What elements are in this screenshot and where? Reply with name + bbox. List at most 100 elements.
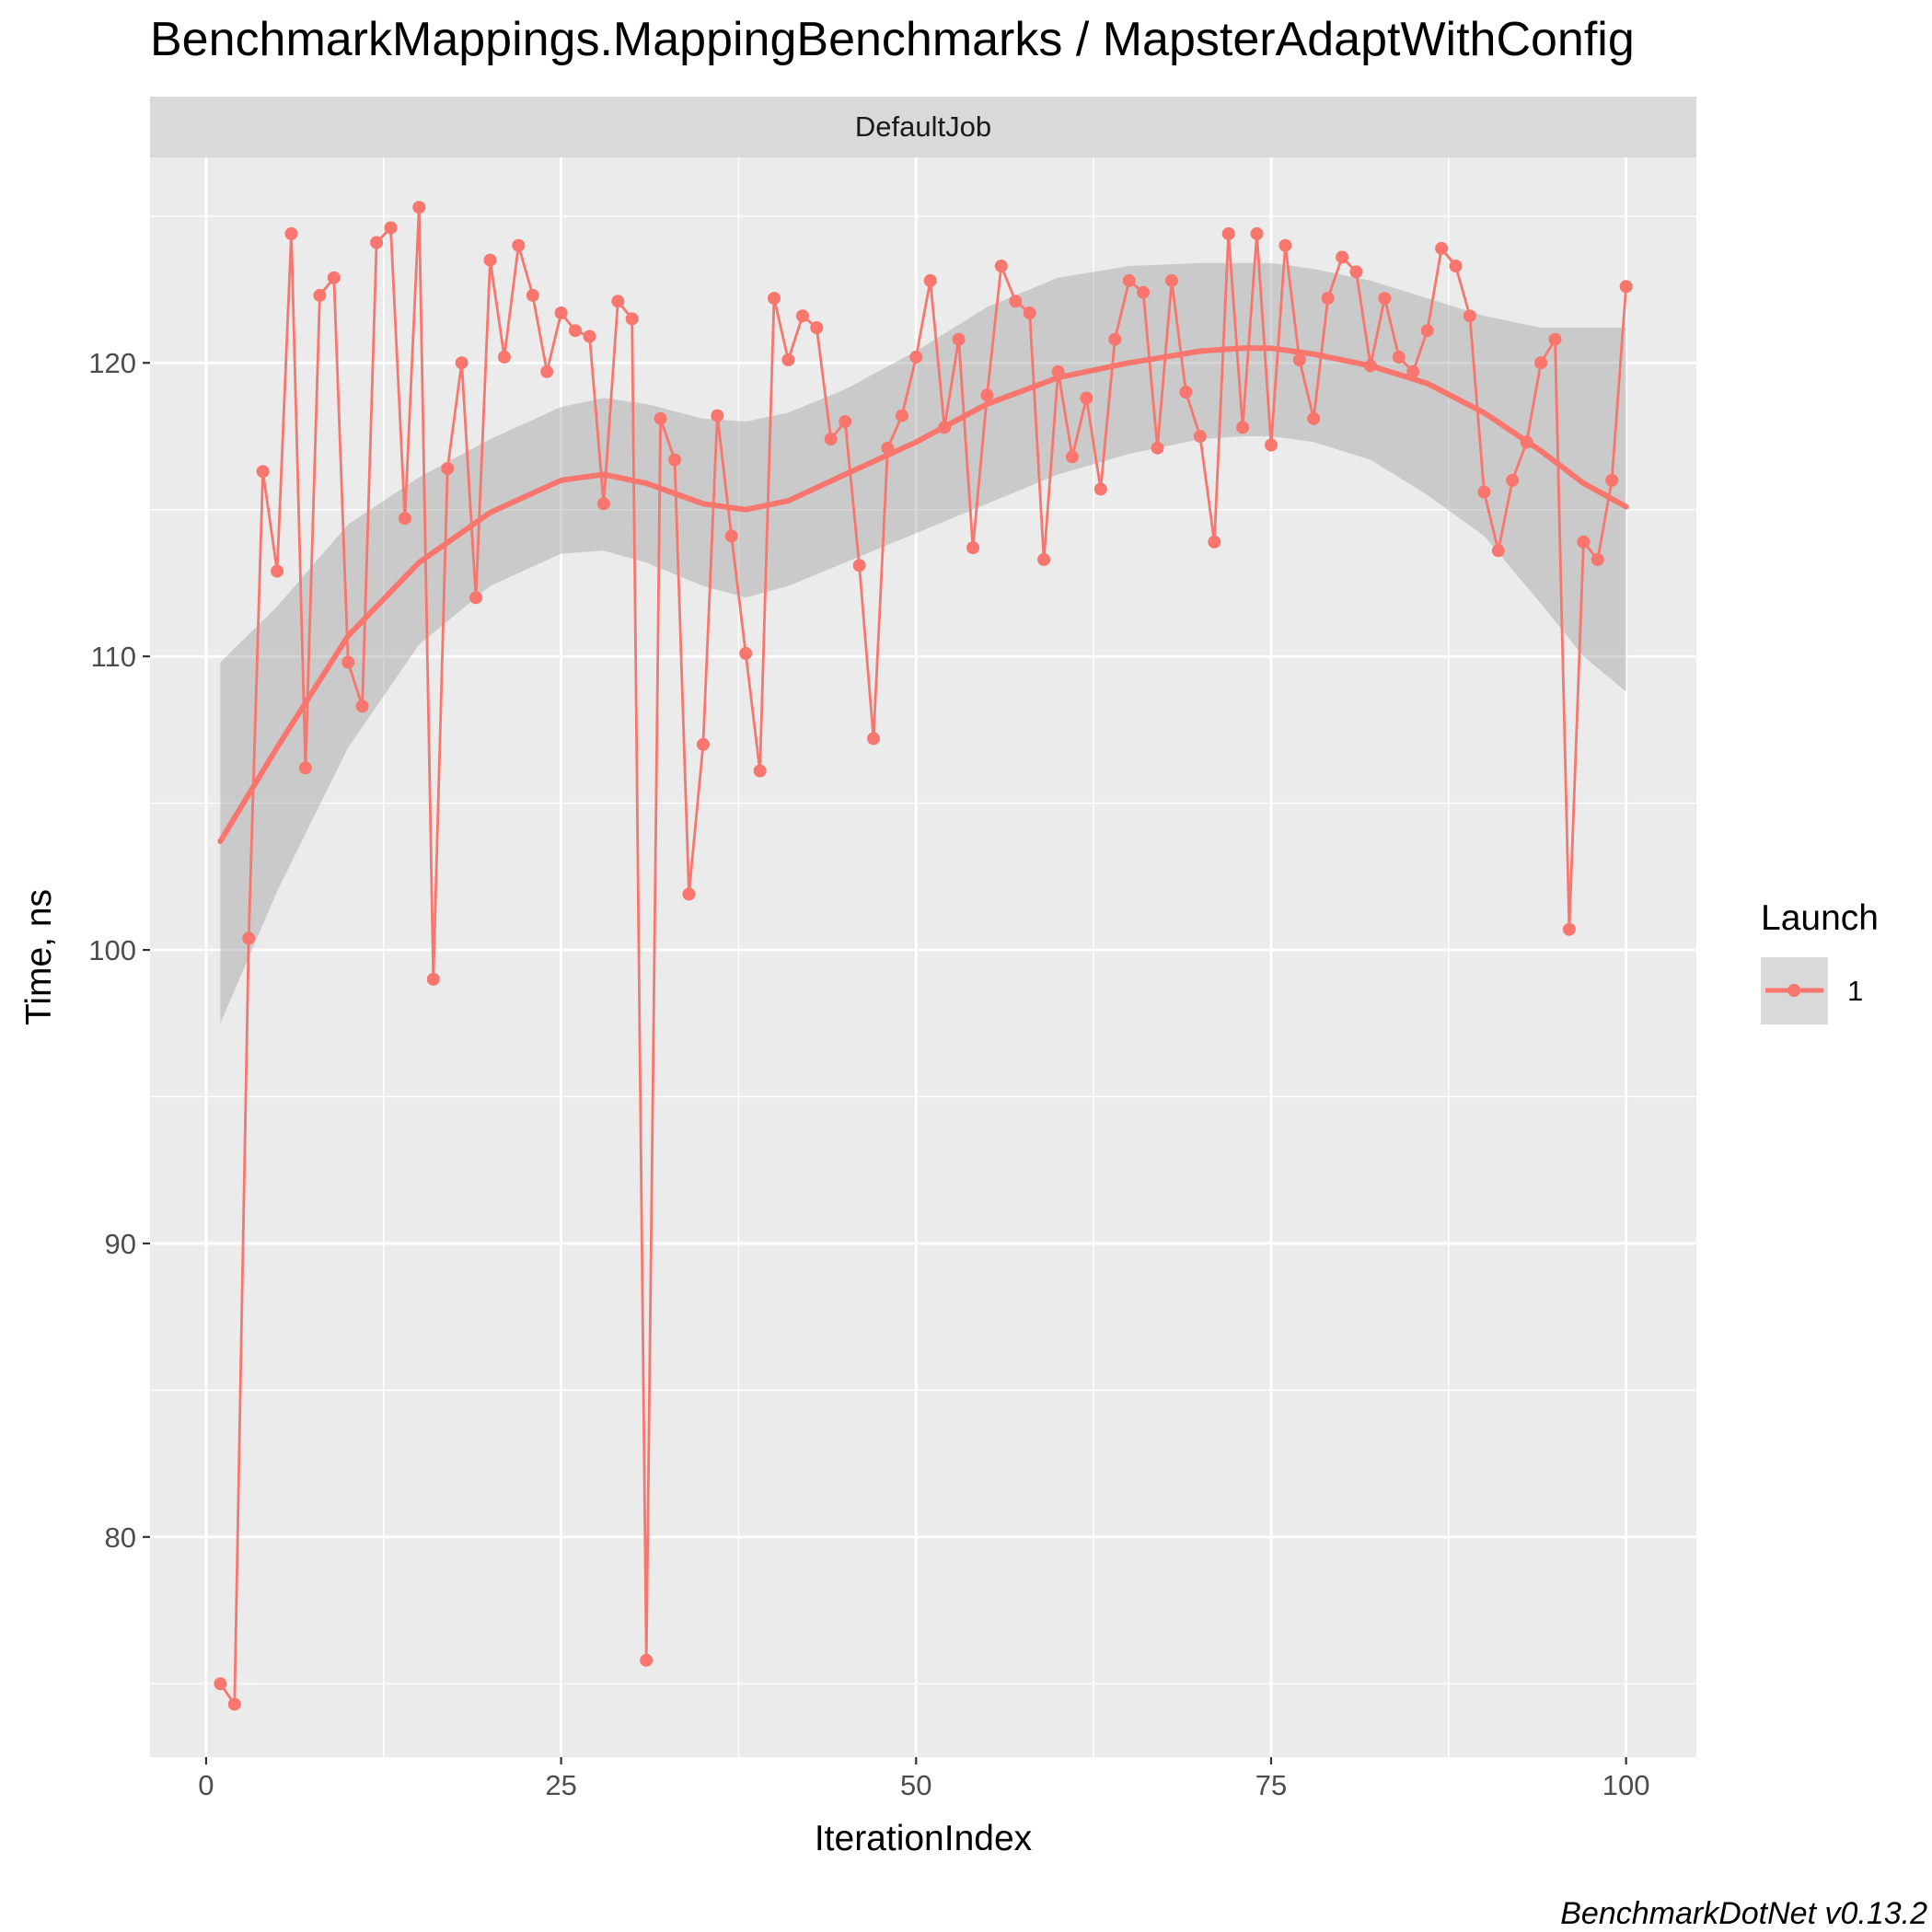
data-point xyxy=(1577,535,1591,549)
confidence-ribbon-layer xyxy=(220,262,1626,1024)
data-point xyxy=(1151,441,1164,455)
data-point xyxy=(1378,292,1392,306)
data-point xyxy=(284,226,298,240)
data-point xyxy=(1137,285,1151,299)
data-point xyxy=(1278,238,1292,252)
series-line xyxy=(219,205,1627,1706)
smooth-line-layer xyxy=(217,345,1629,844)
data-point xyxy=(526,288,539,302)
data-point xyxy=(256,465,270,479)
data-point xyxy=(810,321,824,334)
data-point xyxy=(966,541,979,555)
data-point xyxy=(824,433,838,446)
data-point xyxy=(1506,473,1520,487)
confidence-ribbon xyxy=(220,262,1626,1024)
data-point xyxy=(753,764,767,778)
legend-title: Launch xyxy=(1761,898,1879,938)
data-point xyxy=(412,201,426,214)
data-point xyxy=(909,350,923,364)
data-point xyxy=(1037,552,1051,566)
grid-minor xyxy=(150,157,1696,1757)
y-tick-label: 100 xyxy=(88,934,136,966)
data-point xyxy=(242,931,256,945)
data-point xyxy=(895,409,908,422)
data-point xyxy=(1420,324,1434,338)
data-point xyxy=(1349,265,1363,279)
facet-strip xyxy=(150,97,1696,157)
data-point xyxy=(1236,421,1250,434)
data-point xyxy=(1221,226,1235,240)
smooth-line xyxy=(217,345,1629,844)
data-point xyxy=(1562,922,1576,936)
data-point xyxy=(1591,552,1604,566)
data-point xyxy=(980,388,994,402)
data-point xyxy=(1392,350,1406,364)
facet-strip-label: DefaultJob xyxy=(855,110,991,143)
y-axis: 80 90 100 110 120 xyxy=(88,347,150,1554)
legend-entry-label: 1 xyxy=(1847,975,1863,1007)
data-point xyxy=(355,700,369,713)
data-point xyxy=(469,591,482,605)
data-point xyxy=(497,350,511,364)
data-point xyxy=(398,512,411,526)
x-tick-label: 50 xyxy=(900,1769,931,1801)
data-point xyxy=(739,646,753,660)
x-axis: 0 25 50 75 100 xyxy=(198,1757,1650,1801)
data-point xyxy=(1292,353,1306,366)
data-point xyxy=(1023,307,1036,319)
data-point xyxy=(795,309,809,323)
data-point xyxy=(1193,430,1207,443)
legend-key-point xyxy=(1787,984,1800,997)
data-point xyxy=(696,737,710,751)
data-point xyxy=(1449,260,1463,272)
data-point xyxy=(711,409,724,422)
chart-title: BenchmarkMappings.MappingBenchmarks / Ma… xyxy=(150,13,1635,66)
y-tick-label: 80 xyxy=(105,1521,136,1554)
data-point xyxy=(724,529,738,543)
data-point xyxy=(1534,356,1548,370)
data-point xyxy=(839,415,852,428)
data-point xyxy=(952,332,966,346)
data-point xyxy=(682,887,696,901)
data-point xyxy=(271,564,284,578)
data-point xyxy=(483,253,497,267)
data-point xyxy=(327,271,341,284)
data-point xyxy=(640,1653,654,1667)
data-point xyxy=(1108,332,1122,346)
data-point xyxy=(214,1677,227,1691)
data-point xyxy=(625,312,639,326)
data-point xyxy=(596,497,610,511)
data-point xyxy=(867,732,880,746)
data-point xyxy=(1208,535,1221,549)
data-point xyxy=(227,1697,241,1711)
data-point xyxy=(768,292,781,306)
data-point xyxy=(1336,250,1349,264)
data-point xyxy=(1250,226,1264,240)
y-tick-label: 90 xyxy=(105,1228,136,1260)
data-point xyxy=(426,972,440,986)
data-point xyxy=(341,655,355,669)
grid-major xyxy=(150,157,1696,1757)
data-point xyxy=(1435,241,1449,255)
plot-panel xyxy=(150,157,1696,1757)
data-point xyxy=(668,453,681,467)
legend: Launch 1 xyxy=(1761,898,1879,1024)
data-point xyxy=(1179,386,1193,399)
data-point xyxy=(554,307,568,319)
data-point xyxy=(512,238,526,252)
x-tick-label: 25 xyxy=(545,1769,576,1801)
data-point xyxy=(441,462,455,475)
data-point xyxy=(384,221,398,235)
data-point xyxy=(569,324,582,338)
data-point xyxy=(1491,544,1505,558)
data-point xyxy=(1619,280,1633,294)
data-point xyxy=(370,236,384,249)
series-layer xyxy=(214,201,1633,1711)
data-point xyxy=(611,295,625,308)
data-point xyxy=(1265,438,1278,452)
data-point xyxy=(923,273,937,287)
data-point xyxy=(540,364,554,378)
data-point xyxy=(654,411,667,425)
data-point xyxy=(1066,450,1079,464)
